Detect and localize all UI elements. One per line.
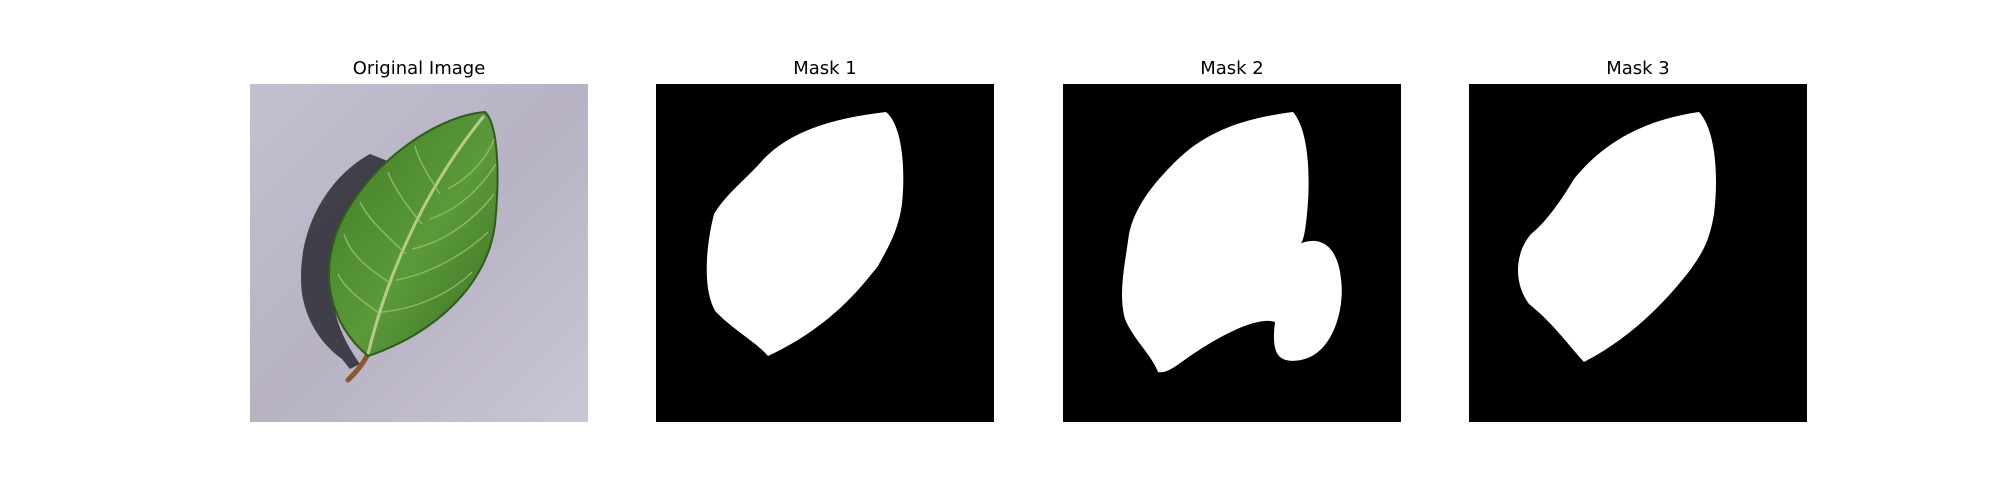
original-leaf-photo: [250, 84, 588, 422]
panel-title-original: Original Image: [352, 58, 486, 79]
panel-title-mask-3: Mask 3: [1606, 58, 1670, 79]
mask-1-image: [656, 84, 994, 422]
mask-2-image: [1063, 84, 1401, 422]
panel-title-mask-2: Mask 2: [1200, 58, 1264, 79]
mask-3-image: [1469, 84, 1807, 422]
panel-title-mask-1: Mask 1: [793, 58, 857, 79]
